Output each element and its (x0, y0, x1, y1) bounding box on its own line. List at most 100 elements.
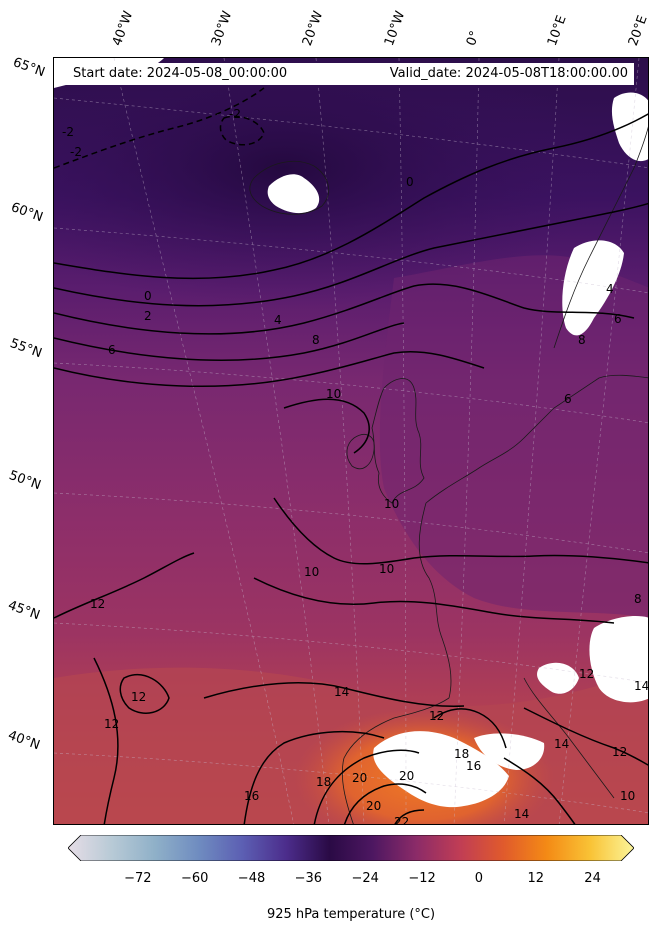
contour-label: 16 (244, 789, 259, 803)
contour-label: 8 (634, 592, 642, 606)
coastline-uk (371, 378, 425, 504)
graticule-line (113, 58, 294, 824)
contour-12 (54, 552, 195, 619)
graticule (54, 58, 648, 824)
start-date-label: Start date: 2024-05-08_00:00:00 (73, 66, 288, 81)
lat-label-60n: 60°N (8, 200, 45, 226)
lon-label-30w: 30°W (208, 9, 236, 48)
contour-label-group: -2 -2 -2 0 0 2 4 6 8 8 10 10 10 10 12 12… (62, 107, 648, 825)
contour-label: 0 (144, 289, 152, 303)
contour-22 (394, 809, 425, 824)
lon-label-10w: 10°W (381, 9, 409, 48)
contour-label: -2 (229, 107, 241, 121)
valid-date-label: Valid_date: 2024-05-08T18:00:00.00 (389, 66, 628, 81)
contour-label: 14 (514, 807, 529, 821)
graticule-line (223, 58, 330, 824)
contour-minus2 (54, 87, 265, 169)
graticule-line (558, 58, 640, 824)
contour-label: 22 (394, 815, 409, 825)
colorbar-tick-label: 12 (527, 871, 545, 886)
coastline-norway (553, 126, 648, 349)
contour-label: 18 (454, 747, 469, 761)
colorbar-tick-label: 0 (474, 871, 484, 886)
contour-label: 4 (606, 282, 614, 296)
contour-label: 12 (90, 597, 105, 611)
contour-label: 6 (564, 392, 572, 406)
coastline-ireland (346, 434, 375, 470)
missing-data-scandinavia-north (611, 92, 648, 162)
coastline-iceland (249, 160, 330, 215)
contour-label: -2 (62, 125, 74, 139)
contour-0 (54, 113, 648, 280)
contour-14-spain (503, 757, 576, 824)
contour-label: 12 (579, 667, 594, 681)
contour-14-east (523, 707, 648, 766)
lon-label-20w: 20°W (299, 9, 327, 48)
contour-south-inner (93, 657, 119, 824)
contour-label: 10 (620, 789, 635, 803)
temperature-map: -2 -2 -2 0 0 2 4 6 8 8 10 10 10 10 12 12… (54, 58, 648, 825)
graticule-line (453, 58, 480, 824)
lon-label-20e: 20°E (625, 13, 651, 49)
graticule-line (54, 362, 648, 424)
lon-label-10e: 10°E (544, 13, 570, 49)
lon-label-0: 0° (463, 28, 484, 48)
contour-label: 8 (312, 333, 320, 347)
contour-12-b (119, 674, 170, 714)
contour-10-south (253, 577, 615, 624)
contour-lines (54, 87, 648, 824)
contour-6 (54, 322, 405, 361)
contour-label: 0 (406, 175, 414, 189)
colorbar-tick-label: −24 (351, 871, 379, 886)
contour-label: 6 (614, 312, 622, 326)
missing-data-iberia-east (474, 733, 545, 770)
graticule-line (503, 58, 560, 824)
colorbar (68, 835, 634, 861)
graticule-line (54, 97, 648, 169)
missing-data-alps (537, 662, 579, 694)
colorbar-tick-label: −60 (180, 871, 209, 886)
lat-label-40n: 40°N (5, 728, 42, 754)
contour-label: 20 (352, 771, 367, 785)
lat-label-45n: 45°N (5, 598, 42, 624)
colorbar-tick-label: −36 (294, 871, 323, 886)
graticule-line (54, 752, 648, 814)
contour-label: 8 (578, 333, 586, 347)
contour-label: 14 (334, 685, 349, 699)
missing-data-iceland (267, 174, 320, 214)
contour-label: -2 (70, 145, 82, 159)
colorbar-tick-label: 24 (584, 871, 601, 886)
graticule-line (54, 492, 648, 554)
contour-label: 12 (429, 709, 444, 723)
colorbar-tick-label: −72 (124, 871, 152, 886)
lat-label-65n: 65°N (10, 55, 47, 81)
contour-label: 20 (399, 769, 414, 783)
contour-18 (313, 749, 420, 824)
contour-label: 14 (554, 737, 569, 751)
contour-label: 12 (104, 717, 119, 731)
graticule-line (398, 58, 407, 824)
graticule-line (54, 622, 648, 684)
contour-8 (54, 350, 485, 388)
coastlines (249, 126, 648, 824)
contour-label: 18 (316, 775, 331, 789)
contour-10-north (283, 398, 370, 454)
coastline-iberia (341, 697, 450, 824)
coastline-italy (523, 677, 615, 799)
contour-label: 6 (108, 343, 116, 357)
contour-16 (243, 730, 385, 824)
contour-label: 4 (274, 313, 282, 327)
contour-label: 12 (612, 745, 627, 759)
colorbar-label: 925 hPa temperature (°C) (266, 907, 436, 922)
contour-20 (343, 783, 427, 824)
colorbar-tick-label: −48 (237, 871, 266, 886)
graticule-line (315, 58, 365, 824)
contour-label: 10 (304, 565, 319, 579)
lat-label-50n: 50°N (6, 468, 43, 494)
contour-2 (54, 202, 648, 307)
lon-label-40w: 40°W (109, 9, 137, 48)
contour-label: 10 (379, 562, 394, 576)
cool-land-europe (379, 255, 648, 618)
contour-label: 2 (144, 309, 152, 323)
